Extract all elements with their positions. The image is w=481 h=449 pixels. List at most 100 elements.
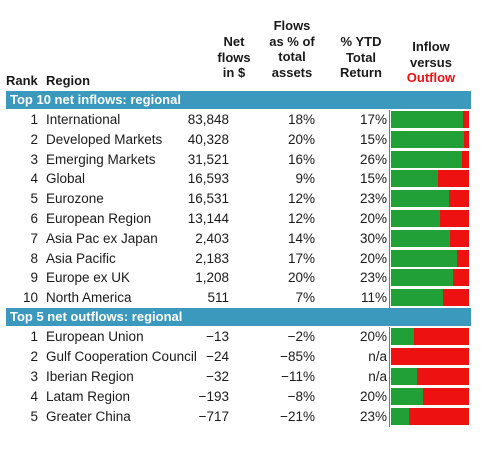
region-cell: Eurozone: [46, 191, 104, 207]
inflow-bar: [391, 289, 444, 307]
header-inflow: Inflow: [412, 39, 450, 54]
pct-assets-cell: 7%: [295, 290, 315, 306]
region-cell: Emerging Markets: [46, 151, 156, 167]
header-net-flows-line-1: Net: [223, 34, 245, 49]
rank-cell: 5: [30, 191, 38, 207]
table-row: 7 Asia Pac ex Japan 2,403 14% 30%: [0, 229, 481, 248]
row-separator: [390, 288, 471, 290]
outflow-bar: [391, 170, 469, 188]
region-cell: Asia Pacific: [46, 250, 116, 266]
rank-cell: 2: [30, 131, 38, 147]
net-flows-cell: 1,208: [195, 270, 229, 286]
outflow-bar: [391, 150, 469, 168]
table-row: 1 International 83,848 18% 17%: [0, 110, 481, 129]
inflow-bar: [391, 368, 417, 385]
row-separator: [390, 189, 471, 191]
ytd-return-cell: 20%: [359, 329, 387, 344]
rank-cell: 3: [30, 369, 38, 384]
ytd-return-cell: 23%: [359, 409, 387, 424]
rank-cell: 7: [30, 230, 38, 246]
net-flows-cell: 83,848: [187, 112, 229, 127]
pct-assets-cell: 17%: [287, 250, 315, 266]
inflow-bar: [391, 210, 441, 227]
net-flows-cell: 16,531: [187, 191, 229, 207]
inflow-bar: [391, 111, 463, 128]
rank-cell: 10: [22, 290, 38, 306]
outflow-bar: [391, 130, 469, 148]
region-cell: Iberian Region: [46, 369, 134, 384]
row-separator: [390, 169, 471, 171]
pct-assets-cell: 20%: [287, 270, 315, 286]
pct-assets-cell: −2%: [287, 329, 315, 344]
header-net-flows-line-2: flows: [217, 49, 251, 65]
header-pct-assets-line-2: as % of: [269, 33, 315, 49]
outflow-bar: [391, 368, 469, 385]
outflow-bar: [391, 249, 469, 267]
table-row: 2 Developed Markets 40,328 20% 15%: [0, 130, 481, 149]
rank-cell: 3: [30, 151, 38, 167]
inflow-bar: [391, 328, 414, 345]
outflow-bar: [391, 269, 469, 287]
pct-assets-cell: 9%: [295, 171, 315, 187]
row-separator: [390, 149, 471, 151]
pct-assets-cell: 20%: [287, 131, 315, 147]
rank-cell: 8: [30, 250, 38, 266]
header-pct-assets-line-3: total: [278, 49, 306, 64]
row-separator: [390, 209, 471, 210]
ytd-return-cell: 23%: [359, 270, 387, 286]
pct-assets-cell: −85%: [280, 349, 315, 364]
row-separator: [390, 387, 471, 388]
region-cell: Developed Markets: [46, 131, 163, 147]
outflow-bar: [391, 289, 469, 307]
table-row: 3 Emerging Markets 31,521 16% 26%: [0, 150, 481, 169]
rank-cell: 9: [30, 270, 38, 286]
net-flows-cell: −24: [206, 349, 229, 364]
region-cell: Asia Pac ex Japan: [46, 230, 158, 246]
outflow-bar: [391, 190, 469, 208]
region-cell: North America: [46, 290, 132, 306]
inflow-bar: [391, 130, 464, 148]
ytd-return-cell: n/a: [368, 369, 387, 384]
header-outflow: Outflow: [406, 70, 456, 85]
pct-assets-cell: −8%: [287, 389, 315, 404]
ytd-return-cell: 20%: [359, 211, 387, 226]
net-flows-cell: −193: [198, 389, 229, 404]
row-separator: [390, 248, 471, 250]
region-cell: Global: [46, 171, 86, 187]
region-cell: Latam Region: [46, 389, 131, 404]
region-cell: Gulf Cooperation Council: [46, 349, 197, 364]
rank-cell: 6: [30, 211, 38, 226]
rank-cell: 2: [30, 349, 38, 364]
inflow-bar: [391, 269, 454, 287]
net-flows-cell: −13: [206, 329, 229, 344]
pct-assets-cell: −11%: [281, 369, 315, 384]
table-row: 5 Greater China −717 −21% 23%: [0, 407, 481, 426]
region-cell: International: [46, 112, 121, 127]
header-ytd-line-2: Total: [345, 49, 377, 65]
section-band-inflows: Top 10 net inflows: regional: [6, 91, 471, 109]
section-band-outflows: Top 5 net outflows: regional: [6, 308, 471, 326]
inflow-bar: [391, 249, 457, 267]
pct-assets-cell: 14%: [287, 230, 315, 246]
ytd-return-cell: 26%: [359, 151, 387, 167]
rank-cell: 4: [30, 171, 38, 187]
header-versus: versus: [410, 54, 452, 70]
net-flows-cell: −32: [206, 369, 229, 384]
inflow-bar: [391, 190, 449, 208]
table-row: 5 Eurozone 16,531 12% 23%: [0, 189, 481, 208]
header-ytd-line-1: % YTD: [340, 34, 382, 49]
net-flows-cell: 511: [207, 290, 229, 306]
table-row: 9 Europe ex UK 1,208 20% 23%: [0, 268, 481, 287]
row-separator: [390, 228, 471, 230]
net-flows-cell: −717: [198, 409, 229, 424]
rank-cell: 4: [30, 389, 38, 404]
ytd-return-cell: 11%: [360, 290, 387, 306]
header-rank: Rank: [6, 73, 38, 88]
ytd-return-cell: 15%: [359, 131, 387, 147]
inflow-bar: [391, 388, 423, 405]
row-separator: [390, 367, 471, 368]
header-pct-assets-line-4: assets: [271, 64, 313, 80]
region-cell: Greater China: [46, 409, 131, 424]
table-row: 10 North America 511 7% 11%: [0, 288, 481, 307]
row-separator: [390, 407, 471, 408]
